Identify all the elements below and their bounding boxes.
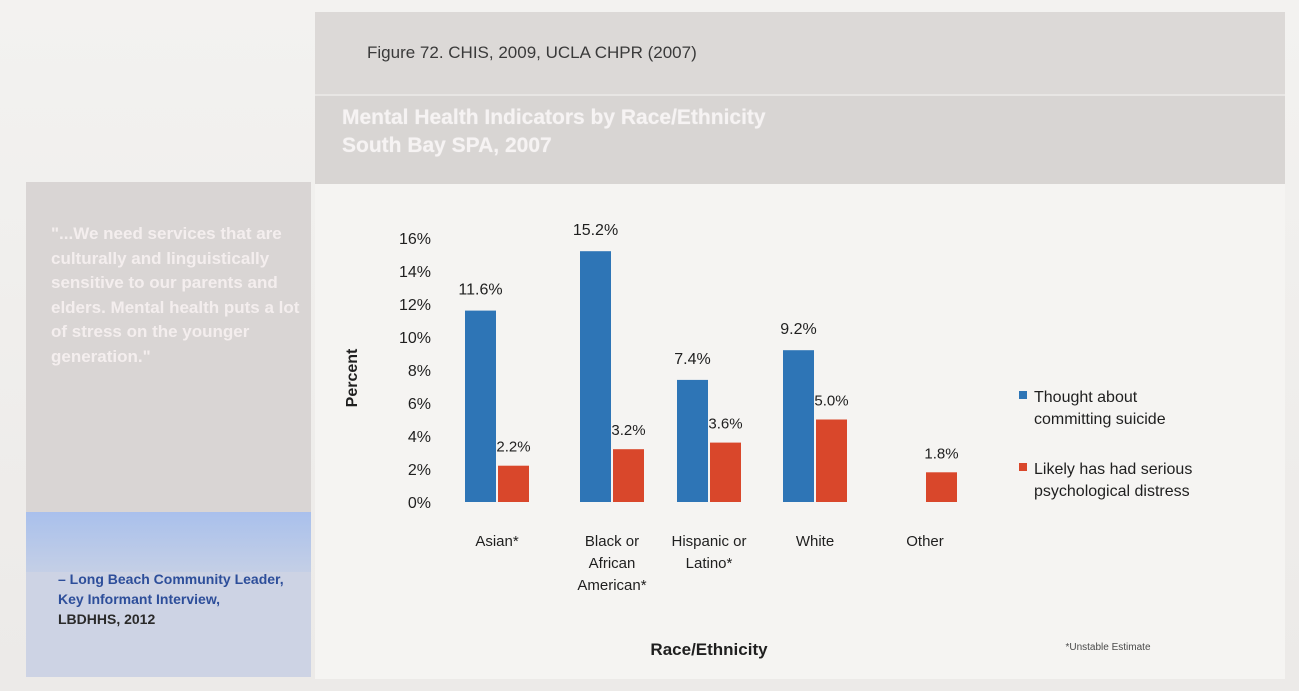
y-tick-label: 16% — [399, 231, 431, 248]
legend: Thought about committing suicide Likely ha… — [1019, 389, 1192, 500]
figure-caption: Figure 72. CHIS, 2009, UCLA CHPR (2007) — [367, 43, 697, 62]
y-tick-label: 6% — [408, 396, 431, 413]
bar-label-series-2: 3.2% — [611, 422, 645, 439]
y-tick-label: 2% — [408, 462, 431, 479]
y-tick-label: 4% — [408, 429, 431, 446]
bar-label-series-2: 3.6% — [708, 416, 742, 433]
x-axis: Asian* Black or African American* Hispanic o… — [475, 533, 943, 594]
figure-header: Figure 72. CHIS, 2009, UCLA CHPR (2007) … — [315, 12, 1285, 184]
y-tick-label: 8% — [408, 363, 431, 380]
bars — [465, 251, 957, 502]
y-tick-label: 14% — [399, 264, 431, 281]
bar-label-series-1: 11.6% — [458, 282, 502, 299]
bar-label-series-1: 15.2% — [573, 222, 618, 239]
header-divider — [315, 94, 1285, 96]
footnote: *Unstable Estimate — [1065, 642, 1150, 653]
x-tick-label: Black or — [585, 533, 639, 550]
chart-title-line-2: South Bay SPA, 2007 — [342, 134, 552, 157]
quote-attribution-source: – Long Beach Community Leader, Key Infor… — [58, 571, 284, 607]
bar-series-1 — [465, 310, 496, 502]
x-tick-label: American* — [577, 577, 646, 594]
quote-attribution: – Long Beach Community Leader, Key Infor… — [58, 569, 308, 629]
y-axis-title: Percent — [344, 348, 361, 407]
y-tick-label: 10% — [399, 330, 431, 347]
legend-label: Likely has had serious — [1034, 461, 1192, 478]
x-tick-label: Latino* — [686, 555, 733, 572]
bar-label-series-2: 5.0% — [814, 393, 848, 410]
bar-series-1 — [677, 379, 708, 502]
bar-labels: 11.6% 2.2% 15.2% 3.2% 7.4% 3.6% 9.2% 5.0% 1.8% — [458, 222, 958, 462]
legend-swatch — [1019, 463, 1027, 471]
y-tick-label: 12% — [399, 297, 431, 314]
bar-label-series-1: 9.2% — [780, 321, 816, 338]
bar-series-2 — [498, 465, 529, 502]
x-tick-label: Asian* — [475, 533, 519, 550]
bar-label-series-1: 7.4% — [674, 351, 710, 368]
x-axis-title: Race/Ethnicity — [650, 640, 768, 659]
bar-series-1 — [783, 350, 814, 502]
x-tick-label: Other — [906, 533, 944, 550]
bar-label-series-2: 1.8% — [924, 445, 958, 462]
legend-label: psychological distress — [1034, 483, 1190, 500]
x-tick-label: White — [796, 533, 834, 550]
y-tick-label: 0% — [408, 495, 431, 512]
quote-attribution-org: LBDHHS, 2012 — [58, 611, 156, 627]
legend-label: committing suicide — [1034, 411, 1166, 428]
chart-title: Mental Health Indicators by Race/Ethnici… — [342, 104, 766, 160]
x-tick-label: African — [589, 555, 636, 572]
bar-series-2 — [926, 472, 957, 502]
legend-swatch — [1019, 391, 1027, 399]
bar-series-2 — [816, 419, 847, 502]
legend-label: Thought about — [1034, 389, 1138, 406]
bar-series-2 — [710, 442, 741, 502]
x-tick-label: Hispanic or — [671, 533, 746, 550]
y-axis: 0% 2% 4% 6% 8% 10% 12% 14% 16% — [399, 231, 431, 512]
quote-blue-band — [26, 512, 311, 572]
bar-label-series-2: 2.2% — [496, 439, 530, 456]
bar-series-1 — [580, 251, 611, 502]
chart-title-line-1: Mental Health Indicators by Race/Ethnici… — [342, 106, 766, 129]
quote-text: "...We need services that are culturally… — [51, 224, 300, 366]
bar-series-2 — [613, 449, 644, 502]
quote-sidebar: "...We need services that are culturally… — [26, 182, 311, 677]
figure-caption-bar: Figure 72. CHIS, 2009, UCLA CHPR (2007) — [315, 12, 1285, 94]
